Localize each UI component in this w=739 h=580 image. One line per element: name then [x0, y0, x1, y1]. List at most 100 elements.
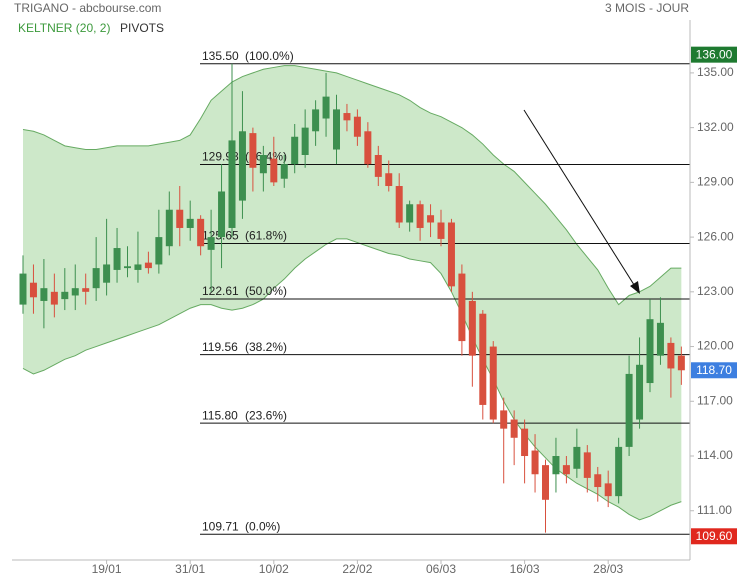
y-tick-label: 120.00 — [697, 339, 734, 353]
y-tick-label: 114.00 — [697, 448, 733, 462]
candle-body — [19, 273, 27, 305]
y-tick-label: 135.00 — [697, 65, 734, 79]
candle-body — [50, 291, 58, 305]
x-tick-label: 22/02 — [342, 562, 372, 576]
candle-body — [343, 113, 351, 121]
candle-body — [207, 237, 215, 250]
candle-body — [552, 456, 560, 475]
annotation-arrow — [523, 109, 637, 289]
candle-body — [40, 288, 48, 301]
indicator-label: PIVOTS — [120, 21, 164, 35]
arrow-head — [630, 281, 640, 294]
price-badge — [691, 46, 737, 63]
candle-body — [437, 222, 445, 239]
candle-body — [113, 248, 121, 270]
candle-body — [103, 264, 111, 283]
x-tick-label: 16/03 — [510, 562, 540, 576]
candle-body — [176, 209, 184, 228]
candle-body — [29, 282, 37, 298]
candle-body — [92, 268, 100, 289]
candle-body — [301, 127, 309, 155]
candle-body — [521, 428, 529, 457]
candle-body — [71, 288, 79, 296]
price-badge-label: 136.00 — [696, 47, 733, 61]
price-badge-label: 118.70 — [696, 363, 732, 377]
y-tick-label: 126.00 — [697, 229, 734, 243]
candle-body — [144, 262, 152, 269]
price-badge-label: 109.60 — [696, 529, 733, 543]
x-tick-label: 28/03 — [593, 562, 623, 576]
candle-body — [406, 204, 414, 223]
candle-body — [427, 215, 435, 223]
candle-body — [165, 209, 173, 247]
candle-body — [238, 131, 246, 201]
candle-body — [667, 342, 675, 369]
fib-pct: (50.0%) — [245, 284, 287, 298]
candle-body — [489, 346, 497, 420]
candle-body — [615, 446, 623, 497]
candle-body — [583, 452, 591, 478]
candle-body — [322, 96, 330, 119]
y-tick-label: 111.00 — [697, 503, 732, 517]
candle-body — [500, 410, 508, 429]
axis-layer: 19/01 31/01 10/02 22/02 06/03 16/03 28/03 111.0… — [92, 46, 737, 576]
band-fill — [23, 65, 682, 520]
chart-title: TRIGANO - abcbourse.com — [14, 1, 161, 15]
candle-body — [259, 155, 267, 174]
candle-body — [364, 131, 372, 165]
y-tick-label: 117.00 — [697, 393, 733, 407]
candle-layer — [19, 63, 685, 533]
y-tick-label: 123.00 — [697, 284, 734, 298]
x-tick-label: 10/02 — [259, 562, 289, 576]
candle-body — [218, 191, 226, 238]
fib-value: 119.56 — [202, 340, 238, 354]
fib-value: 115.80 — [202, 408, 238, 422]
candle-body — [333, 109, 340, 150]
fib-value: 109.71 — [202, 519, 239, 533]
candle-body — [124, 266, 131, 269]
y-tick-label: 129.00 — [697, 175, 734, 189]
x-tick-label: 06/03 — [426, 562, 456, 576]
fib-pct: (23.6%) — [245, 408, 287, 422]
candle-body — [197, 218, 205, 247]
candle-body — [479, 313, 487, 405]
fib-value: 122.61 — [202, 284, 239, 298]
candle-body — [625, 373, 633, 447]
price-badge — [691, 528, 737, 545]
period: 3 MOIS - JOUR — [605, 1, 689, 15]
indicator-label: KELTNER (20, 2) — [18, 21, 110, 35]
candle-body — [562, 465, 570, 475]
candle-body — [573, 446, 581, 469]
candle-body — [270, 158, 278, 183]
x-tick-label: 31/01 — [175, 562, 205, 576]
band-layer — [22, 65, 682, 521]
candle-body — [531, 450, 539, 475]
band-lower — [22, 238, 682, 521]
candle-body — [447, 222, 455, 287]
y-tick-label: 132.00 — [697, 120, 734, 134]
candle-body — [646, 319, 654, 384]
candle-body — [186, 218, 194, 228]
candle-body — [677, 355, 685, 371]
candle-body — [291, 136, 299, 165]
candle-body — [542, 465, 549, 500]
candle-body — [458, 273, 466, 342]
candle-body — [134, 264, 142, 270]
fib-pct: (38.2%) — [245, 340, 287, 354]
candle-body — [395, 186, 403, 223]
candle-body — [353, 116, 361, 137]
fib-pct: (100.0%) — [245, 49, 294, 63]
fib-pct: (0.0%) — [245, 519, 280, 533]
candle-body — [510, 419, 518, 438]
fib-value: 135.50 — [202, 49, 239, 63]
candle-body — [228, 140, 236, 228]
band-upper — [22, 65, 682, 306]
candle-body — [249, 133, 257, 168]
candle-body — [374, 155, 382, 177]
candle-body — [155, 237, 163, 265]
candle-body — [61, 291, 69, 300]
x-tick-label: 19/01 — [92, 562, 122, 576]
candle-body — [468, 300, 476, 356]
candle-body — [636, 364, 644, 420]
